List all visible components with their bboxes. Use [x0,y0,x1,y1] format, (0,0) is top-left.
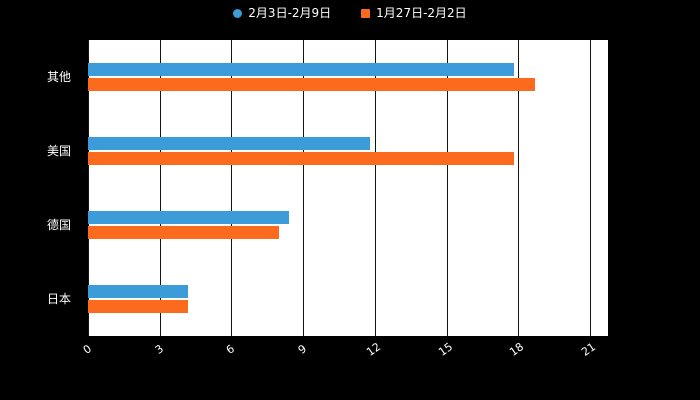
x-tick-label: 0 [80,342,94,357]
bar-series-2[interactable] [88,226,280,239]
gridline [303,40,305,336]
y-category-label: 德国 [46,218,71,232]
y-category-label: 美国 [46,144,71,158]
x-tick-label: 3 [152,342,166,357]
bar-series-1[interactable] [88,137,371,150]
gridline [518,40,520,336]
x-tick-label: 15 [435,340,455,359]
gridline [374,40,376,336]
x-tick-label: 18 [507,340,527,359]
gridline [159,40,161,336]
legend-label-series-2: 1月27日-2月2日 [376,6,467,20]
x-tick-label: 9 [295,342,310,357]
bar-series-1[interactable] [88,63,514,76]
square-marker-icon [361,8,371,18]
gridline [231,40,233,336]
legend-label-series-1: 2月3日-2月9日 [248,6,332,20]
legend: 2月3日-2月9日 1月27日-2月2日 [0,7,700,19]
x-tick-label: 12 [363,340,383,359]
y-category-label: 其他 [46,70,71,84]
legend-item-series-1[interactable]: 2月3日-2月9日 [233,7,331,19]
plot-area [88,40,608,336]
bar-series-1[interactable] [88,285,189,298]
gridline [446,40,448,336]
circle-marker-icon [233,8,243,18]
x-tick-label: 21 [579,340,599,359]
bar-series-2[interactable] [88,152,514,165]
legend-item-series-2[interactable]: 1月27日-2月2日 [361,7,467,19]
gridline [88,40,89,336]
bar-series-1[interactable] [88,211,289,224]
bar-series-2[interactable] [88,78,536,91]
x-tick-label: 6 [224,342,238,357]
y-category-label: 日本 [46,292,71,306]
gridline [590,40,591,336]
bar-series-2[interactable] [88,300,189,313]
